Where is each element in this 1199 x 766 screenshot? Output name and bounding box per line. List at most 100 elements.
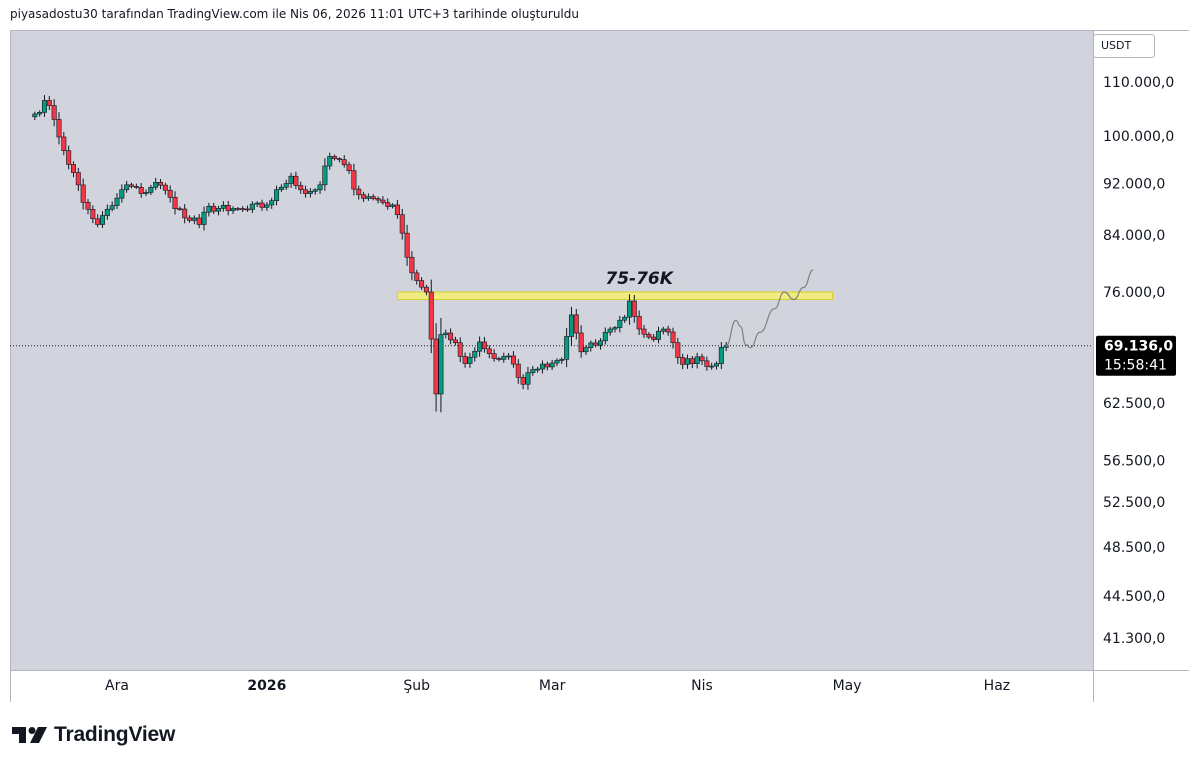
tradingview-brand: TradingView xyxy=(54,723,176,746)
candle-body xyxy=(211,205,217,212)
x-tick-label: 2026 xyxy=(247,678,286,694)
candle-body xyxy=(187,217,193,221)
candle-body xyxy=(61,136,67,151)
candle-body xyxy=(631,300,637,317)
candle-body xyxy=(196,217,202,225)
candle-body xyxy=(332,156,338,159)
candle-body xyxy=(501,356,507,360)
candle-body xyxy=(423,286,429,293)
candle-body xyxy=(660,328,666,332)
candle-body xyxy=(646,333,652,338)
candle-body xyxy=(675,342,681,358)
candle-body xyxy=(414,272,420,281)
candle-body xyxy=(153,182,159,188)
y-tick-label: 44.500,0 xyxy=(1103,589,1165,605)
candle-body xyxy=(322,165,328,186)
candle-body xyxy=(278,186,284,190)
candle-body xyxy=(670,331,676,344)
x-tick-label: Haz xyxy=(984,678,1010,694)
candle-body xyxy=(428,291,434,340)
candle-body xyxy=(433,338,439,395)
candle-body xyxy=(143,192,149,194)
candle-body xyxy=(714,363,720,367)
candle-body xyxy=(641,328,647,335)
x-tick-label: May xyxy=(833,678,862,694)
candle-body xyxy=(99,215,105,225)
candle-body xyxy=(327,156,333,167)
candle-body xyxy=(66,150,72,165)
plot-area[interactable] xyxy=(11,31,1093,670)
candle-body xyxy=(568,314,574,337)
resistance-zone xyxy=(396,291,834,301)
time-axis[interactable] xyxy=(11,670,1093,702)
countdown-label: 15:58:41 xyxy=(1104,358,1167,374)
candle-body xyxy=(361,194,367,199)
y-tick-label: 52.500,0 xyxy=(1103,495,1165,511)
candle-body xyxy=(593,342,599,346)
candle-body xyxy=(520,377,526,385)
candle-body xyxy=(216,208,222,212)
candle-body xyxy=(51,105,57,120)
candle-body xyxy=(665,328,671,333)
candle-body xyxy=(597,340,603,346)
candle-body xyxy=(274,189,280,201)
candle-body xyxy=(718,347,724,364)
candle-body xyxy=(607,328,613,333)
candle-body xyxy=(312,189,318,192)
candle-body xyxy=(119,189,125,199)
candle-body xyxy=(394,204,400,216)
candle-body xyxy=(525,372,531,385)
footer-logo[interactable]: TradingView xyxy=(12,722,175,748)
candle-body xyxy=(303,189,309,194)
candle-body xyxy=(438,334,444,395)
candle-body xyxy=(32,113,38,118)
y-tick-label: 110.000,0 xyxy=(1103,75,1174,91)
last-price-label: 69.136,0 xyxy=(1104,339,1173,355)
y-tick-label: 56.500,0 xyxy=(1103,453,1165,469)
candle-body xyxy=(404,232,410,258)
tradingview-logo-icon xyxy=(12,727,47,743)
candle-body xyxy=(554,360,560,364)
candle-body xyxy=(298,185,304,191)
candle-body xyxy=(549,362,555,368)
candle-body xyxy=(452,339,458,344)
x-tick-label: Nis xyxy=(691,678,713,694)
candle-body xyxy=(162,184,168,191)
candle-body xyxy=(467,356,473,364)
candle-body xyxy=(544,363,550,368)
candle-body xyxy=(70,164,76,173)
candle-body xyxy=(680,357,686,365)
candle-body xyxy=(264,204,270,208)
candle-body xyxy=(704,360,710,367)
candle-body xyxy=(80,184,86,203)
candle-body xyxy=(167,189,173,198)
candle-body xyxy=(240,208,246,210)
candle-body xyxy=(307,191,313,194)
candle-body xyxy=(443,332,449,335)
candle-body xyxy=(564,336,570,360)
candle-body xyxy=(269,200,275,206)
candle-body xyxy=(85,202,91,210)
candle-body xyxy=(201,211,207,225)
candle-body xyxy=(133,186,139,188)
y-tick-label: 92.000,0 xyxy=(1103,177,1165,193)
candle-body xyxy=(448,332,454,341)
axis-corner xyxy=(1093,670,1189,702)
projection-path xyxy=(725,269,814,349)
candle-body xyxy=(172,196,178,209)
candle-body xyxy=(699,356,705,362)
candle-body xyxy=(399,214,405,234)
candle-body xyxy=(390,204,396,207)
candle-body xyxy=(539,363,545,370)
candle-body xyxy=(37,112,43,115)
candle-body xyxy=(651,336,657,340)
y-tick-label: 84.000,0 xyxy=(1103,228,1165,244)
candle-body xyxy=(90,209,96,220)
currency-selector[interactable]: USDT xyxy=(1093,34,1155,58)
candle-body xyxy=(689,358,695,364)
candle-body xyxy=(114,197,120,206)
candle-body xyxy=(486,348,492,354)
candle-body xyxy=(317,184,323,191)
candle-body xyxy=(510,355,516,365)
candle-body xyxy=(535,368,541,371)
